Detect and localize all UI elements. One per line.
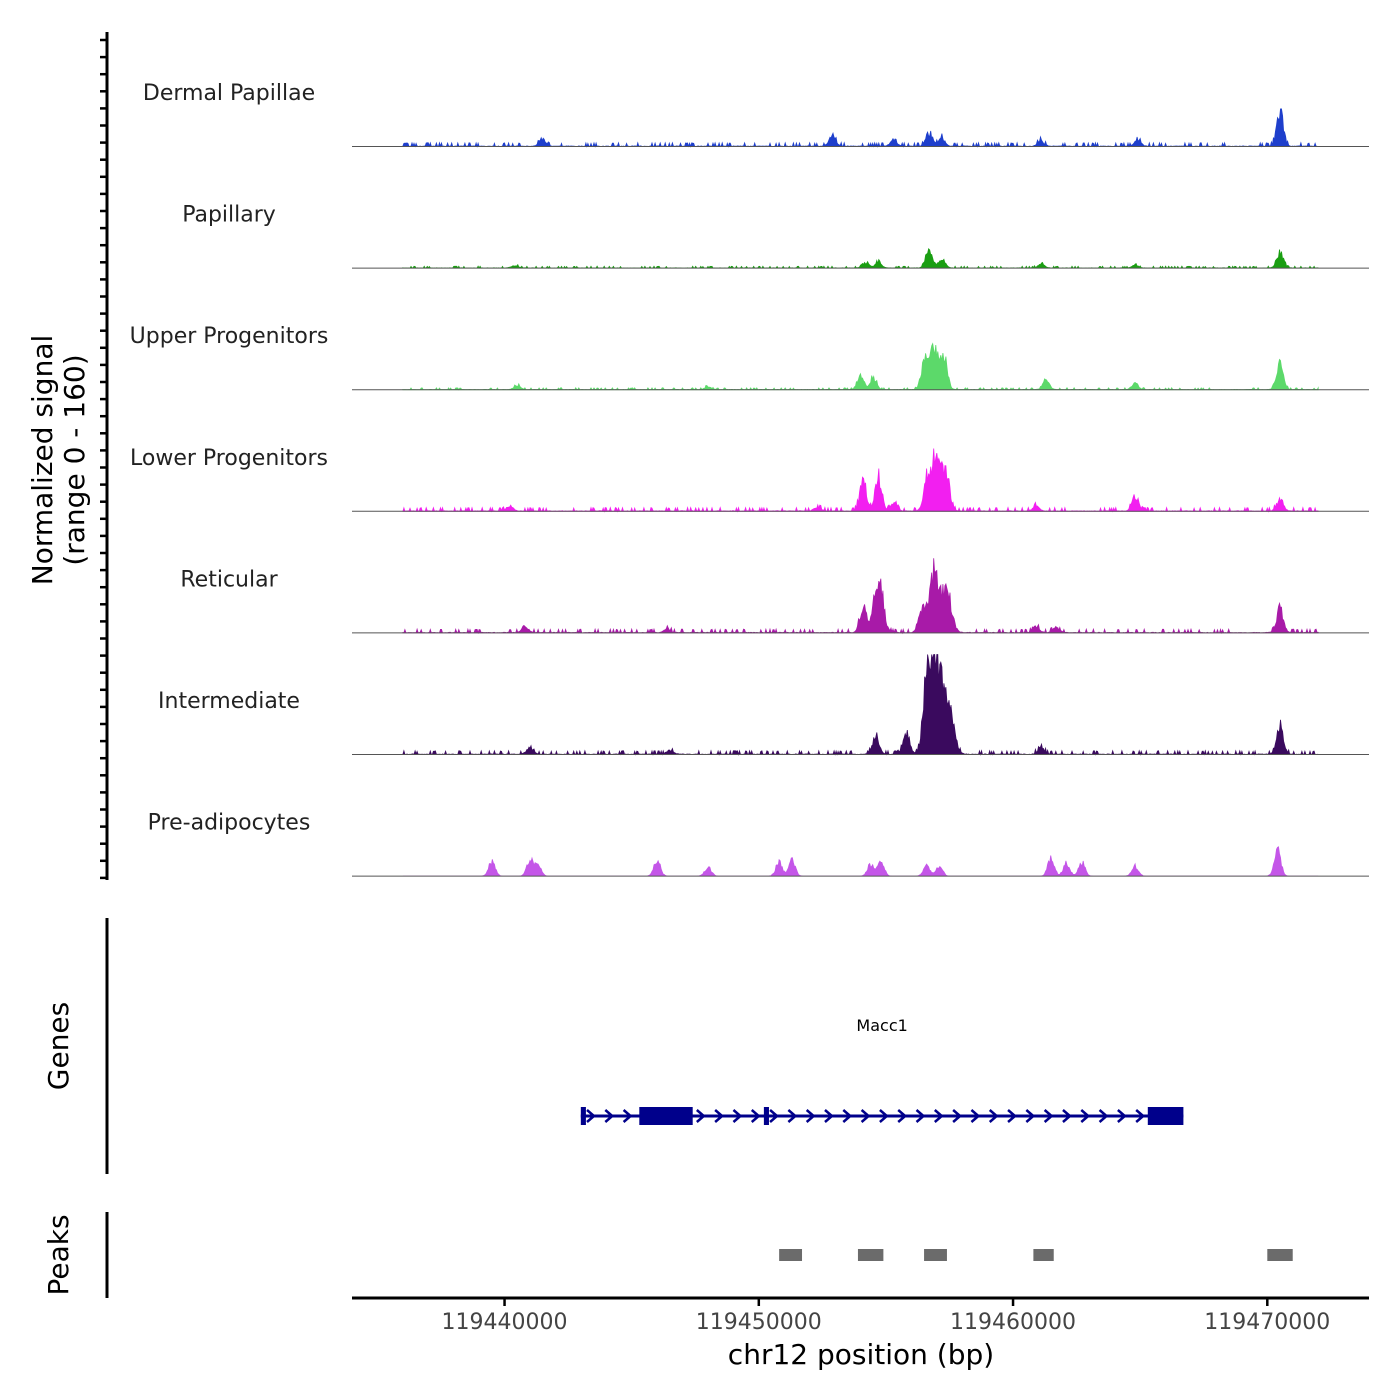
gene-strand-arrow	[842, 1109, 853, 1123]
peak-region	[857, 1249, 884, 1261]
gene-strand-arrow	[824, 1109, 834, 1123]
x-tick-label: 119470000	[1204, 1310, 1330, 1335]
gene-strand-arrow	[897, 1109, 908, 1123]
coverage-tracks: Dermal Papillae Papillary Upper Progenitor…	[130, 81, 1369, 877]
gene-strand-arrow	[915, 1109, 926, 1123]
peak-region	[779, 1249, 803, 1261]
x-tick-label: 119440000	[442, 1310, 568, 1335]
peak-track	[779, 1249, 1293, 1261]
gene-strand-arrow	[732, 1109, 743, 1123]
track-label: Lower Progenitors	[130, 446, 328, 471]
track-reticular: Reticular	[180, 558, 1369, 635]
track-label: Reticular	[180, 567, 278, 592]
track-papillary: Papillary	[182, 203, 1369, 269]
gene-strand-arrow	[714, 1109, 725, 1123]
genes-label: Genes	[42, 1002, 75, 1090]
x-axis-label: chr12 position (bp)	[728, 1338, 994, 1371]
track-area	[402, 448, 1319, 513]
track-area	[402, 558, 1319, 635]
gene-strand-arrow	[1062, 1109, 1072, 1123]
gene-strand-arrow	[787, 1109, 798, 1123]
peak-region	[1267, 1249, 1293, 1261]
gene-strand-arrow	[769, 1109, 779, 1123]
gene-strand-arrow	[1043, 1109, 1054, 1123]
gene-strand-arrow	[1007, 1109, 1017, 1123]
track-area	[402, 342, 1319, 391]
track-lower-progenitors: Lower Progenitors	[130, 446, 1369, 513]
track-area	[402, 108, 1319, 148]
track-area	[402, 846, 1319, 877]
gene-exon	[639, 1107, 693, 1125]
gene-strand-arrow	[1135, 1109, 1146, 1123]
gene-exon	[1147, 1107, 1184, 1125]
track-upper-progenitors: Upper Progenitors	[130, 324, 1369, 391]
x-axis: 119440000 119450000 119460000 119470000	[352, 1296, 1369, 1335]
gene-strand-arrow	[1025, 1109, 1036, 1123]
signal-axis-label-line2: (range 0 - 160)	[58, 354, 91, 565]
track-label: Papillary	[182, 203, 276, 228]
x-tick-label: 119460000	[950, 1310, 1076, 1335]
gene-strand-arrow	[952, 1109, 963, 1123]
track-area	[402, 654, 1319, 756]
track-dermal-papillae: Dermal Papillae	[143, 81, 1369, 148]
track-label: Intermediate	[158, 689, 300, 714]
gene-strand-arrow	[750, 1109, 761, 1123]
gene-strand-arrow	[1080, 1109, 1091, 1123]
track-intermediate: Intermediate	[158, 654, 1369, 756]
signal-axis-label-line1: Normalized signal	[26, 335, 59, 586]
track-pre-adipocytes: Pre-adipocytes	[148, 811, 1369, 877]
peak-region	[924, 1249, 947, 1261]
track-label: Pre-adipocytes	[148, 811, 311, 836]
track-label: Dermal Papillae	[143, 81, 315, 106]
track-label: Upper Progenitors	[130, 324, 329, 349]
gene-strand-arrow	[988, 1109, 999, 1123]
peak-region	[1033, 1249, 1054, 1261]
signal-axis	[100, 32, 109, 880]
gene-track: Macc1	[580, 1016, 1184, 1125]
gene-strand-arrow	[933, 1109, 944, 1123]
peaks-label: Peaks	[42, 1214, 75, 1295]
gene-strand-arrow	[696, 1109, 706, 1123]
x-tick-label: 119450000	[696, 1310, 822, 1335]
gene-strand-arrow	[805, 1109, 816, 1123]
gene-strand-arrow	[1098, 1109, 1109, 1123]
track-area	[402, 247, 1319, 269]
gene-strand-arrow	[622, 1109, 633, 1123]
gene-exon	[763, 1107, 769, 1125]
gene-strand-arrow	[1117, 1109, 1127, 1123]
gene-name-label: Macc1	[856, 1016, 907, 1035]
gene-strand-arrow	[970, 1109, 981, 1123]
gene-exon	[580, 1107, 586, 1125]
gene-strand-arrow	[586, 1109, 596, 1123]
gene-strand-arrow	[604, 1109, 615, 1123]
gene-strand-arrow	[879, 1109, 889, 1123]
gene-strand-arrow	[860, 1109, 871, 1123]
